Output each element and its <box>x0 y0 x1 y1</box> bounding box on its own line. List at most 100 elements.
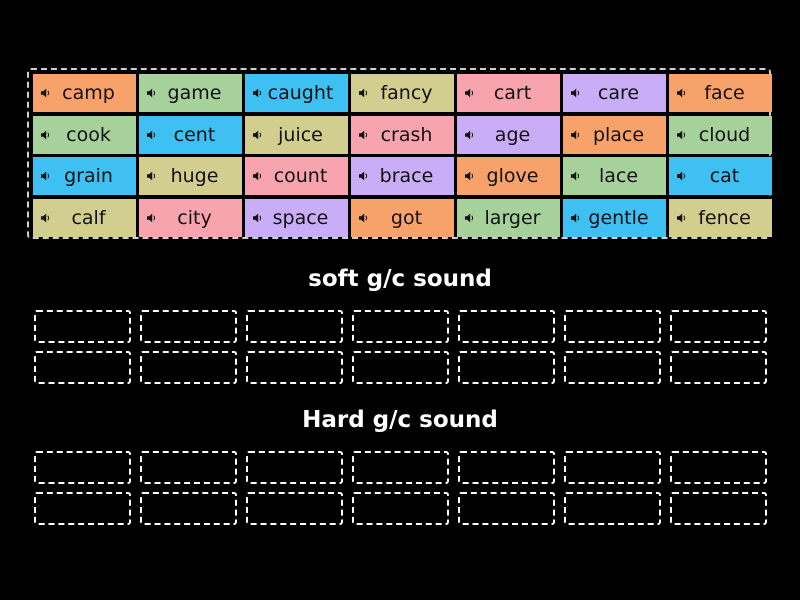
word-tile-label: cart <box>493 82 532 104</box>
word-tile[interactable]: age <box>457 115 560 154</box>
drop-slot[interactable] <box>564 451 661 484</box>
word-tile[interactable]: fancy <box>351 74 454 112</box>
drop-slot[interactable] <box>246 310 343 343</box>
speaker-icon[interactable] <box>358 129 370 141</box>
word-tile[interactable]: camp <box>33 74 136 112</box>
drop-slot[interactable] <box>246 351 343 384</box>
speaker-icon[interactable] <box>252 170 264 182</box>
word-tile[interactable]: cent <box>139 115 242 154</box>
word-tile[interactable]: place <box>563 115 666 154</box>
speaker-icon[interactable] <box>570 212 582 224</box>
speaker-icon[interactable] <box>40 129 52 141</box>
word-tile-label: cloud <box>698 123 751 146</box>
drop-slot[interactable] <box>140 310 237 343</box>
speaker-icon[interactable] <box>570 170 582 182</box>
speaker-icon[interactable] <box>676 87 688 99</box>
word-tile[interactable]: game <box>139 74 242 112</box>
word-tile[interactable]: calf <box>33 198 136 237</box>
word-tile[interactable]: count <box>245 157 348 195</box>
speaker-icon[interactable] <box>570 129 582 141</box>
soft-sound-drop-zone <box>34 310 767 384</box>
speaker-icon[interactable] <box>464 212 476 224</box>
word-tile[interactable]: juice <box>245 115 348 154</box>
word-tile-label: got <box>390 206 423 229</box>
word-tile[interactable]: brace <box>351 157 454 195</box>
drop-slot[interactable] <box>670 492 767 525</box>
word-tile[interactable]: grain <box>33 157 136 195</box>
drop-slot[interactable] <box>458 492 555 525</box>
drop-slot[interactable] <box>34 351 131 384</box>
word-tile-label: huge <box>170 165 219 187</box>
word-tile[interactable]: cook <box>33 115 136 154</box>
speaker-icon[interactable] <box>676 129 688 141</box>
word-tile-label: caught <box>267 82 334 104</box>
drop-slot[interactable] <box>564 351 661 384</box>
drop-slot[interactable] <box>670 310 767 343</box>
word-tile[interactable]: cat <box>669 157 772 195</box>
speaker-icon[interactable] <box>146 170 158 182</box>
word-tile-label: glove <box>486 165 539 187</box>
word-tile[interactable]: fence <box>669 198 772 237</box>
drop-slot[interactable] <box>352 351 449 384</box>
hard-sound-drop-zone <box>34 451 767 525</box>
speaker-icon[interactable] <box>464 87 476 99</box>
speaker-icon[interactable] <box>464 129 476 141</box>
speaker-icon[interactable] <box>252 87 264 99</box>
word-tile-label: place <box>592 123 645 146</box>
drop-slot[interactable] <box>140 451 237 484</box>
word-tile-label: care <box>597 82 640 104</box>
word-tile[interactable]: caught <box>245 74 348 112</box>
drop-slot[interactable] <box>352 451 449 484</box>
drop-slot[interactable] <box>246 451 343 484</box>
drop-slot[interactable] <box>34 310 131 343</box>
drop-slot[interactable] <box>564 492 661 525</box>
word-tile-label: grain <box>64 165 113 187</box>
speaker-icon[interactable] <box>252 212 264 224</box>
word-tile[interactable]: cart <box>457 74 560 112</box>
drop-slot[interactable] <box>34 451 131 484</box>
drop-slot[interactable] <box>458 351 555 384</box>
word-tile[interactable]: crash <box>351 115 454 154</box>
speaker-icon[interactable] <box>252 129 264 141</box>
word-tile-label: larger <box>484 206 541 229</box>
word-tile[interactable]: cloud <box>669 115 772 154</box>
speaker-icon[interactable] <box>358 87 370 99</box>
drop-slot[interactable] <box>352 310 449 343</box>
speaker-icon[interactable] <box>146 87 158 99</box>
word-tile[interactable]: glove <box>457 157 560 195</box>
speaker-icon[interactable] <box>358 170 370 182</box>
drop-slot[interactable] <box>352 492 449 525</box>
word-tile-label: face <box>704 82 745 104</box>
word-tile[interactable]: larger <box>457 198 560 237</box>
drop-slot[interactable] <box>140 492 237 525</box>
word-tile[interactable]: lace <box>563 157 666 195</box>
word-tile[interactable]: face <box>669 74 772 112</box>
drop-slot[interactable] <box>246 492 343 525</box>
drop-slot[interactable] <box>34 492 131 525</box>
word-tile[interactable]: city <box>139 198 242 237</box>
drop-slot[interactable] <box>670 451 767 484</box>
speaker-icon[interactable] <box>570 87 582 99</box>
word-tile-label: cent <box>173 123 216 146</box>
speaker-icon[interactable] <box>146 212 158 224</box>
word-tile[interactable]: huge <box>139 157 242 195</box>
word-tile-label: lace <box>598 165 639 187</box>
word-tile-label: fancy <box>380 82 433 104</box>
speaker-icon[interactable] <box>40 212 52 224</box>
word-tile[interactable]: got <box>351 198 454 237</box>
speaker-icon[interactable] <box>358 212 370 224</box>
drop-slot[interactable] <box>670 351 767 384</box>
speaker-icon[interactable] <box>146 129 158 141</box>
speaker-icon[interactable] <box>676 170 688 182</box>
speaker-icon[interactable] <box>676 212 688 224</box>
drop-slot[interactable] <box>564 310 661 343</box>
speaker-icon[interactable] <box>40 170 52 182</box>
drop-slot[interactable] <box>458 310 555 343</box>
drop-slot[interactable] <box>140 351 237 384</box>
speaker-icon[interactable] <box>40 87 52 99</box>
word-tile[interactable]: space <box>245 198 348 237</box>
word-tile[interactable]: care <box>563 74 666 112</box>
word-tile[interactable]: gentle <box>563 198 666 237</box>
speaker-icon[interactable] <box>464 170 476 182</box>
drop-slot[interactable] <box>458 451 555 484</box>
